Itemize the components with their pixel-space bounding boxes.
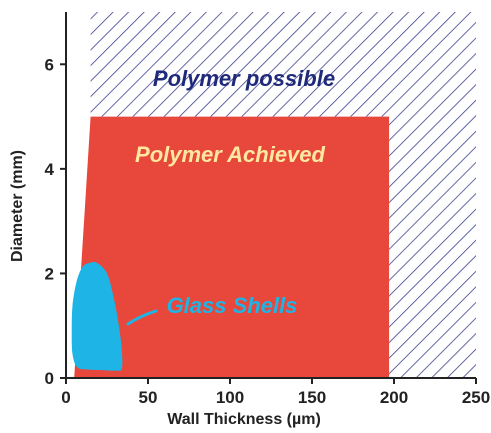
region-label-polymer-possible: Polymer possible bbox=[153, 66, 335, 91]
y-tick-label: 2 bbox=[45, 264, 54, 283]
y-tick-label: 0 bbox=[45, 369, 54, 388]
y-tick-label: 6 bbox=[45, 55, 54, 74]
region-polymer-possible bbox=[90, 12, 476, 378]
glass-shells-pointer bbox=[126, 309, 158, 326]
y-axis-label: Diameter (mm) bbox=[9, 150, 26, 262]
x-tick-label: 200 bbox=[380, 388, 408, 407]
x-axis-label: Wall Thickness (µm) bbox=[167, 411, 321, 428]
y-tick-label: 4 bbox=[45, 160, 55, 179]
x-axis-ticks: 0 50 100 150 200 250 bbox=[61, 378, 490, 407]
y-axis-ticks: 0 2 4 6 bbox=[45, 55, 66, 388]
region-label-glass-shells: Glass Shells bbox=[167, 293, 298, 318]
x-tick-label: 100 bbox=[216, 388, 244, 407]
region-labels: Polymer possible Polymer Achieved Glass Sh… bbox=[126, 66, 335, 326]
region-label-polymer-achieved: Polymer Achieved bbox=[135, 142, 325, 167]
x-tick-label: 50 bbox=[139, 388, 158, 407]
region-glass-shells bbox=[71, 262, 123, 371]
x-tick-label: 250 bbox=[462, 388, 490, 407]
x-tick-label: 150 bbox=[298, 388, 326, 407]
x-tick-label: 0 bbox=[61, 388, 70, 407]
